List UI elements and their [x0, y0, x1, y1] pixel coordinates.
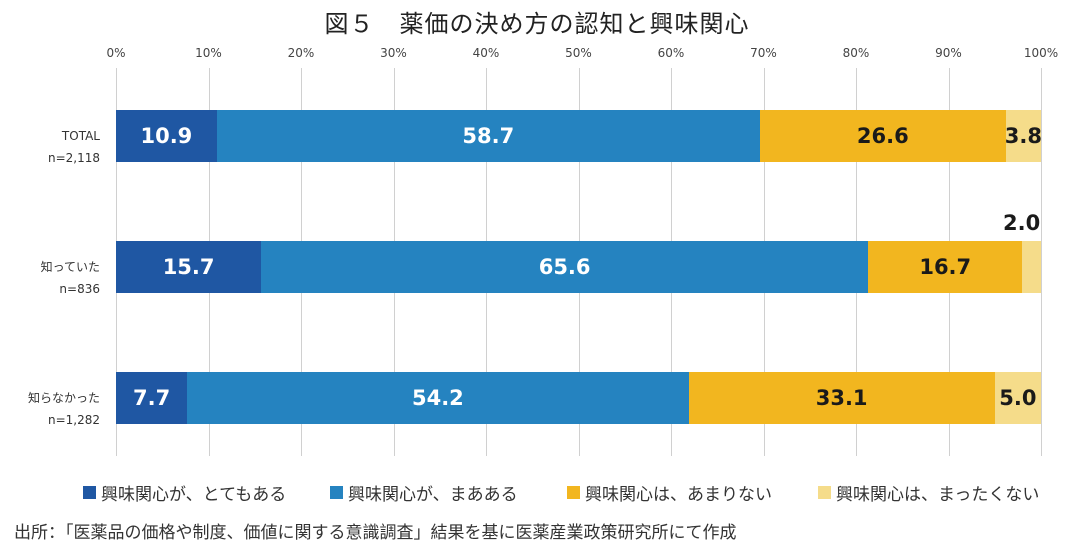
- category-n: n=2,118: [47, 151, 100, 165]
- category-label-didnt-know: 知らなかった n=1,282: [0, 387, 100, 431]
- x-tick: 70%: [750, 46, 777, 60]
- bar-segment-not-very-interested: 33.1: [688, 372, 995, 424]
- bar-segment-not-interested: 3.8: [1005, 110, 1042, 162]
- x-tick: 0%: [106, 46, 126, 60]
- bar-row-knew: 15.7 65.6 16.7: [116, 241, 1041, 293]
- bar-row-didnt-know: 7.7 54.2 33.1 5.0: [116, 372, 1041, 424]
- x-tick: 10%: [195, 46, 222, 60]
- bar-segment-very-interested: 7.7: [116, 372, 188, 424]
- gridline: [1041, 68, 1042, 456]
- category-n: n=1,282: [47, 413, 100, 427]
- bar-segment-not-interested: 5.0: [994, 372, 1041, 424]
- bar-segment-very-interested: 15.7: [116, 241, 262, 293]
- x-tick: 50%: [565, 46, 592, 60]
- bar-segment-very-interested: 10.9: [116, 110, 217, 162]
- x-tick: 60%: [657, 46, 685, 60]
- category-label-knew: 知っていた n=836: [0, 256, 100, 300]
- bar-segment-somewhat-interested: 65.6: [261, 241, 869, 293]
- category-name: TOTAL: [61, 129, 100, 143]
- legend-swatch-icon: [818, 486, 831, 499]
- bar-segment-not-very-interested: 26.6: [759, 110, 1006, 162]
- legend-label: 興味関心は、まったくない: [836, 485, 1040, 505]
- bar-row-total: 10.9 58.7 26.6 3.8: [116, 110, 1042, 162]
- legend-item-not-interested: 興味関心は、まったくない: [818, 480, 1039, 505]
- x-tick: 90%: [935, 46, 962, 60]
- category-name: 知っていた: [40, 260, 100, 274]
- legend-swatch-icon: [83, 486, 96, 499]
- legend-swatch-icon: [330, 486, 343, 499]
- legend-item-very-interested: 興味関心が、とてもある: [83, 480, 286, 505]
- category-n: n=836: [59, 282, 100, 296]
- legend-label: 興味関心は、あまりない: [585, 485, 772, 505]
- source-note: 出所：「医薬品の価格や制度、価値に関する意識調査」結果を基に医薬産業政策研究所に…: [14, 523, 737, 543]
- x-tick: 30%: [380, 46, 407, 60]
- legend-label: 興味関心が、まあある: [348, 485, 518, 505]
- bar-segment-somewhat-interested: 58.7: [216, 110, 760, 162]
- legend-swatch-icon: [567, 486, 580, 499]
- legend-label: 興味関心が、とてもある: [101, 485, 287, 505]
- category-label-total: TOTAL n=2,118: [0, 125, 100, 169]
- legend-item-somewhat-interested: 興味関心が、まあある: [330, 480, 518, 505]
- x-tick: 100%: [1023, 46, 1059, 60]
- x-tick: 40%: [472, 46, 500, 60]
- legend-item-not-very-interested: 興味関心は、あまりない: [567, 480, 772, 505]
- data-label-above: 2.0: [1003, 211, 1041, 235]
- x-tick: 20%: [287, 46, 315, 60]
- bar-segment-not-very-interested: 16.7: [868, 241, 1023, 293]
- chart-title: 図５ 薬価の決め方の認知と興味関心: [324, 10, 750, 38]
- bar-segment-somewhat-interested: 54.2: [187, 372, 689, 424]
- x-tick: 80%: [842, 46, 870, 60]
- bar-segment-not-interested: [1022, 241, 1041, 293]
- category-name: 知らなかった: [27, 391, 100, 405]
